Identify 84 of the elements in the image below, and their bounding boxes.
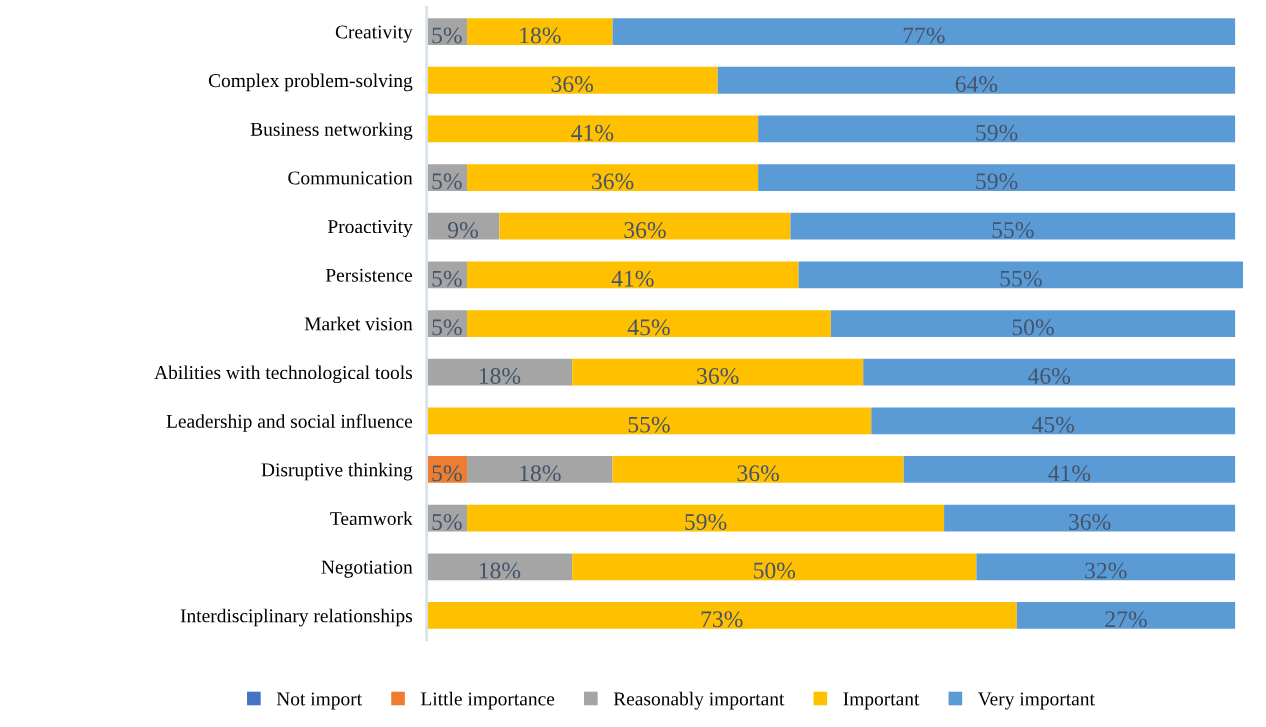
- bar: [467, 164, 759, 191]
- bar: [426, 115, 759, 143]
- bar: [467, 456, 613, 483]
- bar: [426, 358, 573, 386]
- data-label: 5%: [432, 465, 462, 482]
- y-tick-label: Leadership and social influence: [166, 413, 413, 432]
- bar: [871, 407, 1236, 435]
- y-tick-label: Disruptive thinking: [261, 462, 413, 481]
- bar: [426, 212, 500, 240]
- bar: [426, 66, 718, 94]
- data-label: 41%: [611, 270, 654, 287]
- data-label: 36%: [1069, 513, 1111, 530]
- data-label: 55%: [992, 222, 1034, 239]
- bar: [863, 358, 1236, 386]
- bar: [467, 18, 613, 45]
- y-tick-label: Teamwork: [330, 511, 413, 526]
- bar: [976, 553, 1236, 581]
- data-label: 36%: [592, 173, 634, 190]
- bar: [426, 602, 1017, 629]
- bar: [467, 261, 799, 289]
- data-label: 5%: [432, 319, 462, 336]
- bar: [1016, 602, 1236, 629]
- bar: [572, 358, 864, 386]
- y-tick-label: Proactivity: [327, 220, 413, 238]
- data-label: 27%: [1105, 611, 1147, 628]
- bar: [499, 212, 791, 240]
- data-label: 36%: [737, 465, 779, 482]
- data-label: 45%: [1032, 416, 1075, 433]
- data-label: 59%: [976, 173, 1018, 190]
- data-label: 5%: [432, 270, 462, 287]
- data-label: 36%: [697, 367, 739, 384]
- y-tick-label: Business networking: [250, 122, 413, 140]
- bar: [944, 504, 1236, 532]
- bar: [572, 553, 977, 581]
- data-label: 77%: [903, 27, 945, 44]
- data-label: 59%: [976, 124, 1018, 141]
- bar: [758, 115, 1236, 143]
- data-label: 64%: [955, 76, 998, 93]
- data-label: 18%: [479, 562, 521, 579]
- data-label: 36%: [551, 76, 593, 93]
- y-tick-label: Market vision: [304, 316, 413, 331]
- legend-label: Important: [843, 692, 920, 710]
- data-label: 41%: [571, 124, 614, 141]
- y-tick-label: Complex problem-solving: [208, 73, 413, 92]
- bar: [830, 310, 1236, 337]
- data-label: 5%: [432, 27, 462, 44]
- data-label: 55%: [628, 416, 670, 433]
- data-label: 5%: [432, 173, 462, 190]
- legend-label: Little importance: [420, 691, 555, 710]
- y-tick-label: Negotiation: [321, 560, 413, 578]
- data-label: 45%: [627, 319, 670, 336]
- bar: [798, 261, 1244, 289]
- y-tick-label: Interdisciplinary relationships: [180, 608, 413, 627]
- data-label: 32%: [1085, 562, 1127, 579]
- data-label: 73%: [701, 611, 743, 628]
- data-label: 18%: [479, 367, 521, 384]
- bar: [903, 456, 1236, 483]
- data-label: 46%: [1028, 367, 1071, 384]
- bar: [612, 456, 904, 483]
- data-label: 5%: [432, 513, 462, 530]
- y-tick-label: Persistence: [325, 268, 413, 282]
- bar: [426, 407, 872, 435]
- data-label: 18%: [520, 465, 561, 482]
- legend-label: Not import: [276, 692, 362, 710]
- data-label: 50%: [754, 562, 796, 579]
- bar: [758, 164, 1236, 191]
- y-tick-label: Communication: [288, 171, 413, 185]
- bar: [790, 212, 1236, 240]
- data-label: 59%: [685, 513, 727, 530]
- data-label: 36%: [624, 222, 666, 239]
- bar: [717, 66, 1236, 94]
- legend-label: Reasonably important: [613, 691, 785, 710]
- data-label: 18%: [520, 27, 561, 44]
- bar: [426, 553, 573, 581]
- legend-label: Very important: [977, 692, 1095, 710]
- data-label: 55%: [1000, 270, 1042, 287]
- data-label: 41%: [1048, 465, 1091, 482]
- data-label: 9%: [448, 222, 478, 239]
- bar: [467, 310, 831, 337]
- y-tick-label: Creativity: [335, 25, 413, 43]
- y-tick-label: Abilities with technological tools: [154, 365, 413, 384]
- bar: [467, 504, 945, 532]
- bar: [612, 18, 1236, 45]
- data-label: 50%: [1012, 319, 1054, 336]
